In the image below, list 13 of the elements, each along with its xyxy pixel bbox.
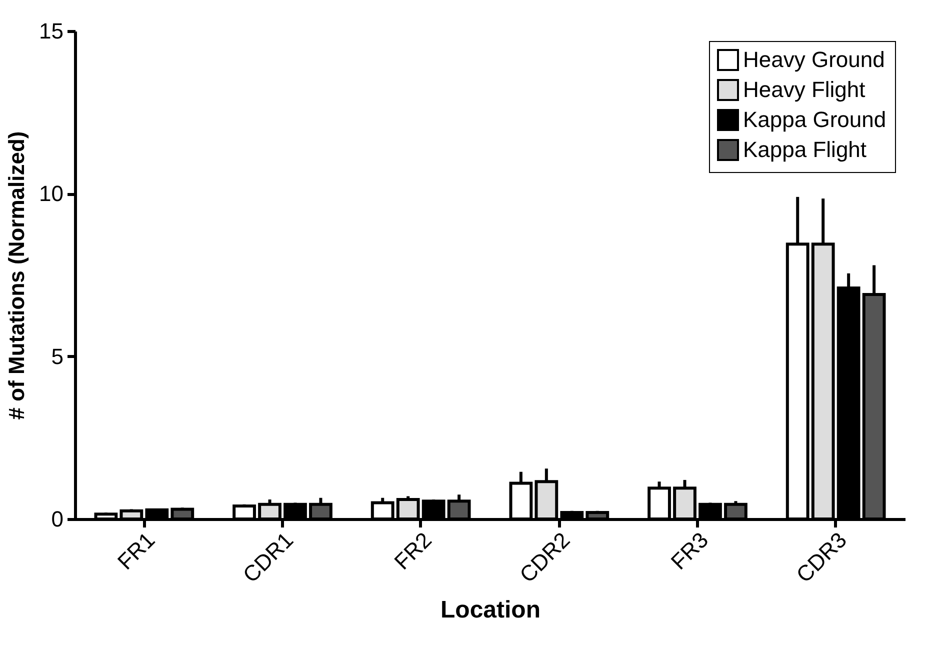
y-tick-label: 0 xyxy=(51,506,64,532)
y-tick-label: 15 xyxy=(39,18,64,44)
y-axis-title: # of Mutations (Normalized) xyxy=(4,131,30,420)
x-tick-label: FR1 xyxy=(112,527,160,574)
x-axis-title: Location xyxy=(440,596,540,624)
x-tick-label: FR2 xyxy=(389,527,436,574)
legend-label: Heavy Flight xyxy=(743,77,866,102)
legend-label: Kappa Flight xyxy=(743,137,867,162)
x-tick-label: FR3 xyxy=(666,527,714,574)
legend-label: Heavy Ground xyxy=(743,47,885,72)
legend-label: Kappa Ground xyxy=(743,107,886,132)
y-tick-label: 5 xyxy=(51,344,64,369)
y-tick-label: 10 xyxy=(39,181,64,206)
